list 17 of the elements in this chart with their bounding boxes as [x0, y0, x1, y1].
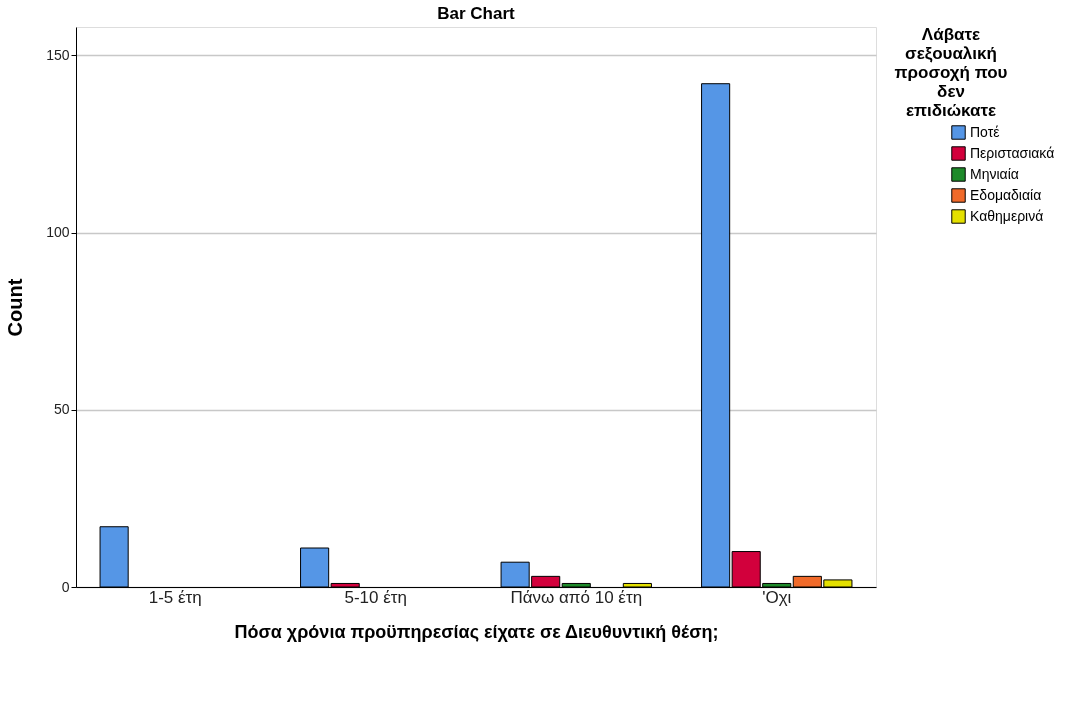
x-tick-label: Πάνω από 10 έτη	[510, 587, 643, 607]
y-axis-title: Count	[4, 278, 27, 337]
y-tick-label: 50	[53, 401, 70, 418]
legend-label: Καθημερινά	[970, 207, 1044, 224]
legend-label: Ποτέ	[970, 123, 1000, 140]
x-tick-label: 'Οχι	[762, 587, 792, 607]
y-tick-label: 0	[61, 578, 70, 595]
legend-label: Μηνιαία	[970, 165, 1019, 182]
x-axis-title: Πόσα χρόνια προϋπηρεσίας είχατε σε Διευθυντική θέση;	[234, 621, 719, 642]
chart-title: Bar Chart	[437, 4, 516, 23]
y-tick-label: 150	[46, 46, 70, 63]
x-tick-label: 1-5 έτη	[148, 587, 202, 607]
legend-label: Εδομαδιαία	[970, 186, 1042, 203]
legend-label: Περιστασιακά	[970, 144, 1055, 161]
y-tick-label: 100	[46, 224, 70, 241]
legend-title: Λάβατε σεξουαλική προσοχή που δεν επιδιώκατε	[894, 25, 1008, 120]
x-tick-label: 5-10 έτη	[344, 587, 407, 607]
